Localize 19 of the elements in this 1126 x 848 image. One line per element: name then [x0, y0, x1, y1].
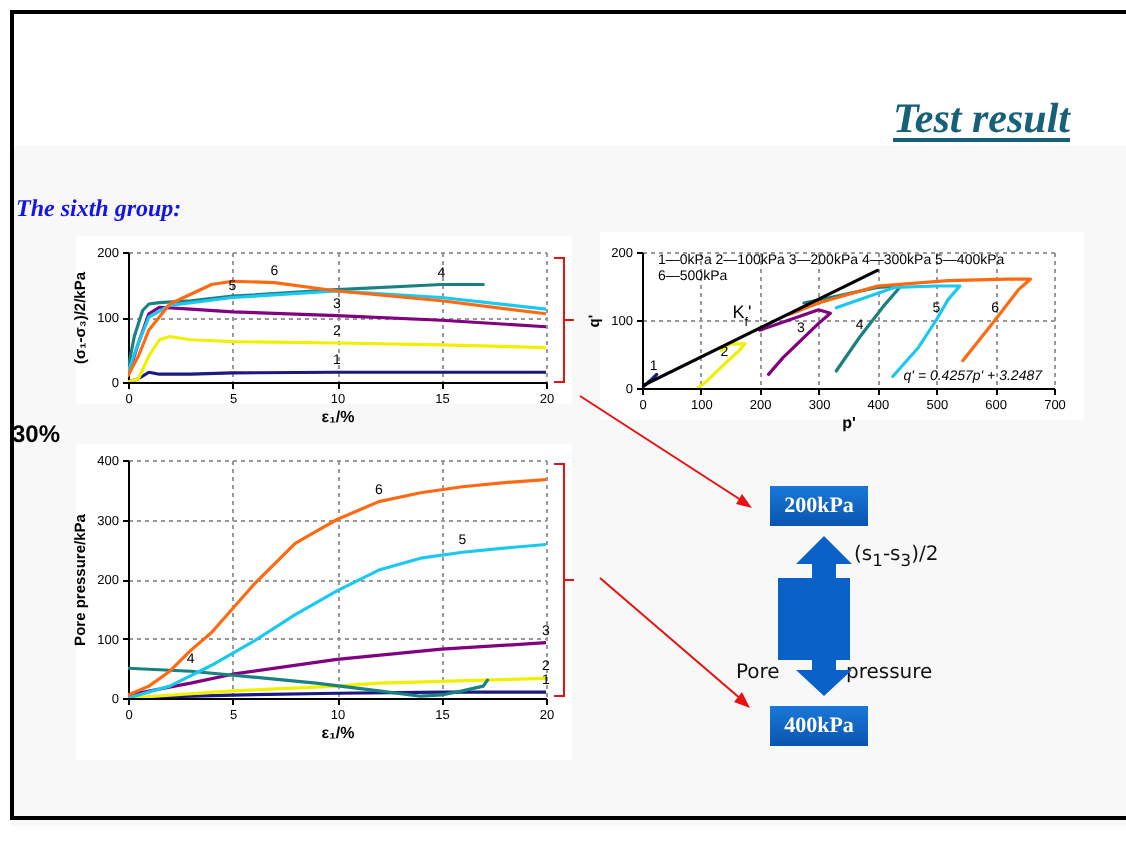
line-series	[802, 284, 903, 373]
text: (s$_{1}$-s$_{3}$)/2	[854, 544, 939, 570]
line-series	[128, 666, 490, 698]
text: Test result	[893, 94, 1070, 144]
line-series	[128, 282, 485, 371]
line-series	[696, 342, 747, 388]
annotation: K$_{f}$'	[732, 302, 753, 329]
x-axis-title: p'	[842, 414, 856, 432]
text: pressure	[846, 662, 933, 684]
text: 400kPa	[770, 706, 868, 746]
text: 200kPa	[770, 486, 868, 526]
x-axis-title: ε₁/%	[321, 408, 355, 426]
line-series	[642, 372, 659, 388]
text: The sixth group:	[16, 194, 182, 224]
text: 30%	[12, 420, 61, 448]
line-series	[758, 308, 832, 376]
x-axis-title: ε₁/%	[321, 724, 355, 742]
text: Pore	[736, 662, 780, 684]
line-series	[787, 277, 1033, 363]
